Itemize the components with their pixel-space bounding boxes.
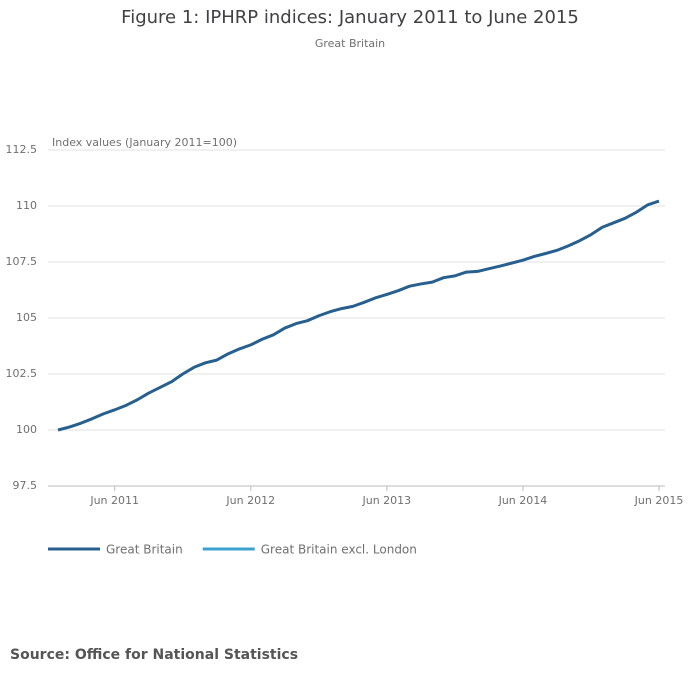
legend-label: Great Britain excl. London — [261, 543, 417, 557]
x-tick-label: Jun 2015 — [634, 494, 684, 507]
y-axis-label: Index values (January 2011=100) — [52, 136, 237, 149]
chart-subtitle: Great Britain — [315, 37, 385, 50]
y-tick-label: 110 — [16, 199, 37, 212]
y-tick-label: 100 — [16, 423, 37, 436]
y-tick-label: 112.5 — [6, 143, 38, 156]
legend-label: Great Britain — [106, 543, 183, 557]
y-tick-label: 105 — [16, 311, 37, 324]
y-tick-label: 102.5 — [6, 367, 38, 380]
x-tick-label: Jun 2014 — [498, 494, 548, 507]
chart-title: Figure 1: IPHRP indices: January 2011 to… — [121, 7, 579, 28]
x-tick-label: Jun 2012 — [225, 494, 275, 507]
x-tick-label: Jun 2013 — [362, 494, 412, 507]
x-tick-label: Jun 2011 — [89, 494, 139, 507]
y-tick-label: 107.5 — [6, 255, 38, 268]
y-tick-label: 97.5 — [13, 479, 38, 492]
source: Source: Office for National Statistics — [10, 647, 298, 663]
series-line — [57, 199, 660, 432]
